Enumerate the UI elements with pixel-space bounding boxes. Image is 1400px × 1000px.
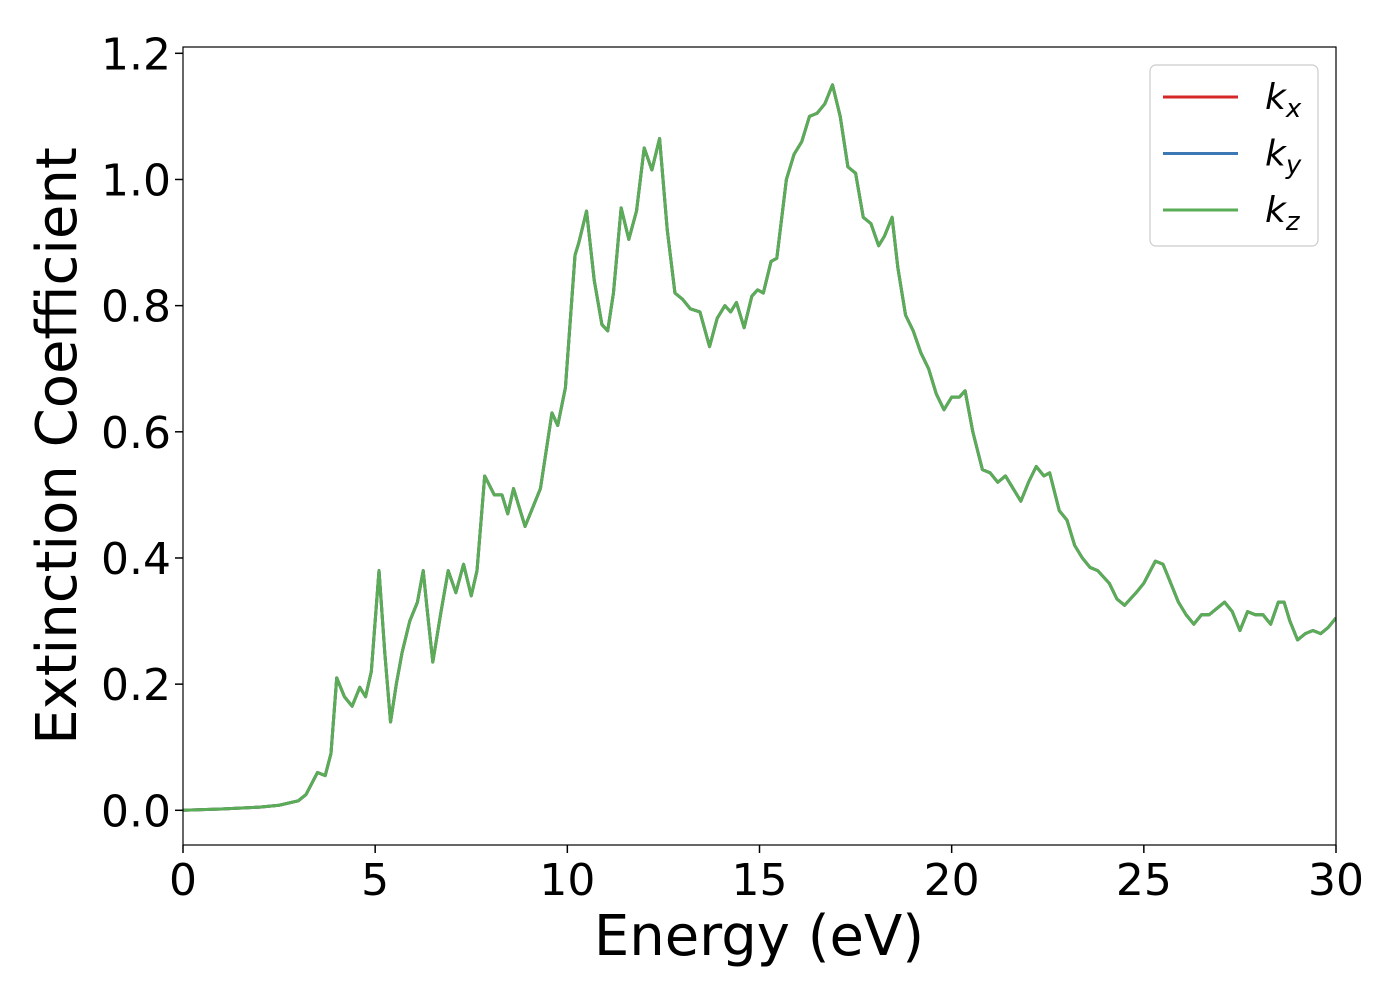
y-tick-label: 0.6 <box>101 408 171 459</box>
y-tick-label: 1.0 <box>101 155 171 206</box>
x-tick-label: 30 <box>1308 855 1364 906</box>
plot-frame <box>182 46 1337 846</box>
x-tick-label: 20 <box>924 855 980 906</box>
x-axis-label: Energy (eV) <box>594 904 924 969</box>
y-tick-label: 1.2 <box>101 29 171 80</box>
y-axis-label: Extinction Coefficient <box>25 147 90 745</box>
x-tick-label: 25 <box>1116 855 1172 906</box>
x-tick-label: 10 <box>539 855 595 906</box>
y-tick-label: 0.2 <box>101 660 171 711</box>
series-line <box>183 83 1336 812</box>
y-tick-label: 0.4 <box>101 534 171 585</box>
legend-label: kx <box>1265 77 1302 124</box>
legend-label: ky <box>1265 134 1302 181</box>
legend-box <box>1149 64 1319 247</box>
x-tick-label: 15 <box>732 855 788 906</box>
legend-label: kz <box>1265 190 1301 237</box>
x-tick-label: 0 <box>169 855 197 906</box>
x-tick-label: 5 <box>361 855 389 906</box>
y-tick-label: 0.0 <box>101 786 171 837</box>
y-tick-label: 0.8 <box>101 282 171 333</box>
